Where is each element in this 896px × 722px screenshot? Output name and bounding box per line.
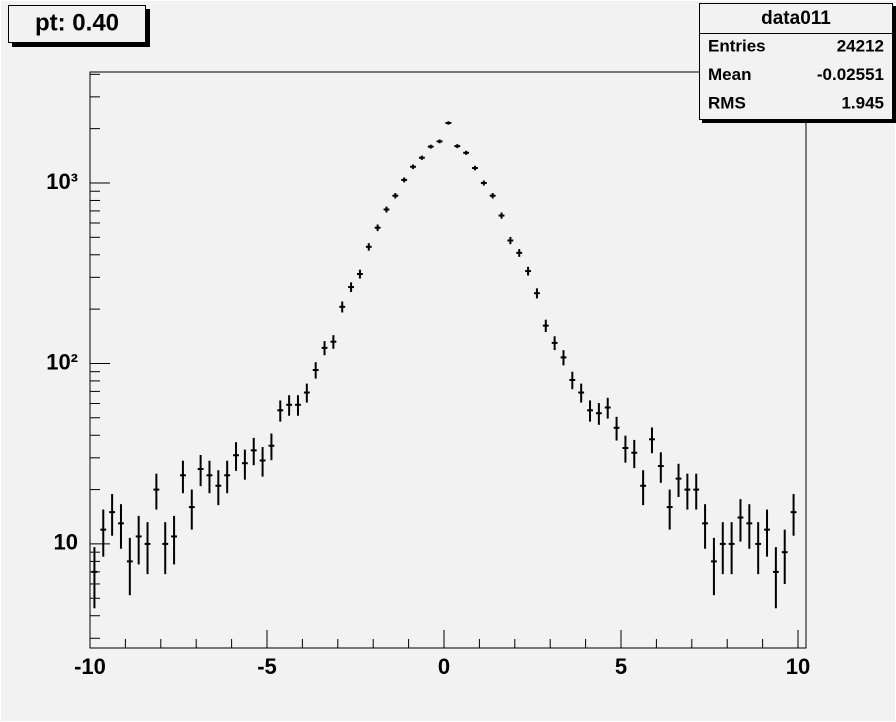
x-tick-label: 0 bbox=[438, 654, 450, 679]
x-tick-label: -5 bbox=[257, 654, 277, 679]
stats-value: 24212 bbox=[837, 36, 884, 55]
stats-title: data011 bbox=[761, 8, 831, 29]
plot-frame bbox=[89, 71, 807, 649]
title-box bbox=[8, 5, 146, 43]
y-tick-label: 10² bbox=[46, 349, 78, 374]
stats-label: Entries bbox=[708, 36, 766, 55]
stats-value: -0.02551 bbox=[817, 65, 884, 84]
stats-label: RMS bbox=[708, 93, 746, 112]
stats-label: Mean bbox=[708, 65, 751, 84]
y-tick-label: 10 bbox=[54, 530, 78, 555]
title: pt: 0.40 bbox=[35, 9, 119, 36]
x-tick-label: 10 bbox=[786, 654, 810, 679]
stats-box bbox=[699, 3, 893, 120]
x-tick-label: 5 bbox=[615, 654, 627, 679]
x-tick-label: -10 bbox=[74, 654, 106, 679]
y-tick-label: 10³ bbox=[46, 169, 78, 194]
stats-value: 1.945 bbox=[841, 93, 884, 112]
